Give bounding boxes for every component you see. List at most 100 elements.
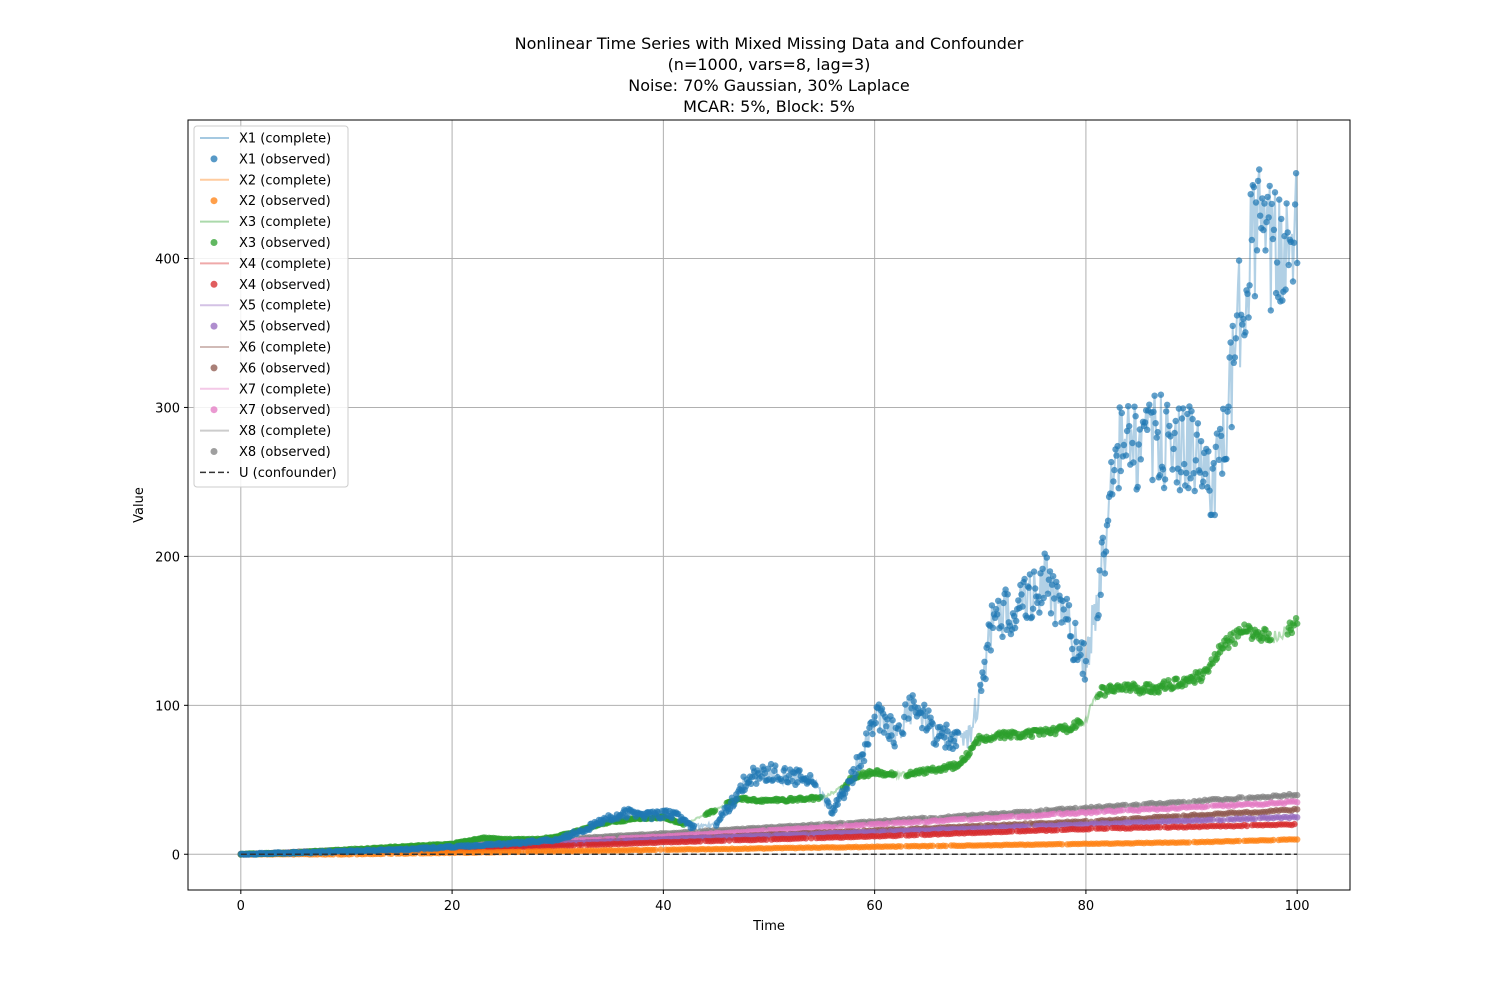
x1-observed-point	[1096, 567, 1103, 574]
x1-observed-point	[1279, 297, 1286, 304]
x1-observed-point	[1177, 469, 1185, 476]
x4-observed-point	[1053, 827, 1061, 834]
x1-observed-point	[921, 701, 928, 708]
x1-observed-point	[1018, 591, 1025, 598]
legend-label: X5 (complete)	[239, 299, 331, 314]
x1-observed-point	[981, 658, 988, 665]
x1-observed-point	[1251, 293, 1259, 300]
x1-observed-point	[844, 785, 851, 793]
x1-observed-point	[1144, 426, 1151, 433]
x7-observed-point	[837, 823, 844, 830]
x1-observed-point	[1131, 403, 1138, 410]
x4-observed-point	[697, 838, 704, 845]
x8-observed-point	[1122, 801, 1129, 809]
x1-observed-point	[1170, 445, 1177, 453]
legend-item: X3 (observed)	[210, 236, 331, 251]
x1-observed-point	[1080, 640, 1088, 647]
x1-observed-point	[1264, 193, 1271, 201]
legend-label: X3 (complete)	[239, 215, 331, 230]
legend-item: X5 (complete)	[200, 299, 331, 314]
legend-item: X6 (observed)	[210, 361, 331, 376]
y-tick-label: 300	[155, 401, 180, 416]
x1-observed-point	[1077, 651, 1084, 659]
x3-observed-point	[711, 807, 719, 814]
x7-observed-point	[1095, 808, 1103, 815]
x2-observed-point	[1185, 839, 1193, 846]
x1-observed-point	[1141, 419, 1149, 426]
x1-observed-point	[1259, 195, 1266, 202]
legend-label: X4 (observed)	[239, 278, 331, 293]
x1-observed-point	[1025, 584, 1033, 591]
x1-observed-point	[1113, 452, 1120, 459]
x1-observed-point	[1160, 484, 1168, 492]
x1-observed-point	[1099, 534, 1107, 541]
x6-observed-point	[1294, 806, 1301, 813]
legend-item: X8 (complete)	[200, 424, 331, 439]
x1-observed-point	[1232, 335, 1240, 342]
x1-observed-point	[1114, 442, 1121, 450]
x1-observed-point	[1081, 676, 1089, 683]
x1-observed-point	[857, 762, 865, 770]
x1-observed-point	[1202, 470, 1209, 478]
x-tick-label: 100	[1285, 899, 1310, 914]
x4-observed-point	[1156, 824, 1164, 831]
x1-observed-point	[771, 767, 778, 774]
legend-label: X1 (observed)	[239, 152, 331, 167]
x8-observed-point	[1180, 798, 1187, 806]
x2-observed-point	[652, 846, 659, 854]
x1-observed-points	[237, 166, 1301, 858]
x1-observed-point	[1154, 428, 1161, 436]
x3-observed-point	[1225, 644, 1232, 652]
x1-observed-point	[905, 715, 912, 722]
x1-observed-point	[1108, 458, 1115, 466]
x1-observed-point	[1054, 583, 1061, 590]
x1-observed-point	[781, 765, 788, 772]
legend-marker-swatch	[210, 406, 218, 414]
legend-marker-swatch	[210, 155, 218, 163]
x1-observed-point	[1197, 438, 1205, 445]
x1-observed-point	[1104, 517, 1112, 524]
y-tick-label: 400	[155, 253, 180, 268]
legend-label: X7 (observed)	[239, 403, 331, 418]
legend-marker-swatch	[210, 448, 218, 455]
x1-observed-point	[1004, 591, 1011, 598]
legend-item: X6 (complete)	[200, 341, 331, 356]
x4-observed-point	[726, 837, 733, 844]
x1-observed-point	[1135, 441, 1142, 448]
x2-observed-point	[517, 848, 524, 855]
x1-observed-point	[880, 729, 888, 736]
x1-observed-point	[1159, 466, 1167, 473]
x2-observed-point	[942, 842, 950, 850]
x1-observed-point	[1230, 359, 1238, 366]
x1-observed-point	[999, 633, 1006, 640]
y-tick-label: 200	[155, 550, 180, 565]
x1-observed-point	[1276, 196, 1283, 203]
x4-observed-point	[1291, 820, 1298, 828]
x1-observed-point	[900, 730, 907, 737]
x1-observed-point	[1200, 478, 1207, 485]
x1-observed-point	[925, 707, 932, 714]
x7-observed-point	[831, 823, 839, 831]
x1-observed-point	[1111, 466, 1118, 474]
x1-observed-point	[1050, 573, 1057, 580]
x1-observed-point	[1271, 189, 1279, 196]
x2-observed-point	[1294, 836, 1301, 843]
x1-observed-point	[1229, 322, 1236, 330]
x1-observed-point	[1065, 602, 1073, 609]
x1-observed-point	[1196, 469, 1204, 476]
x1-observed-point	[1248, 236, 1256, 244]
x1-observed-point	[1063, 595, 1071, 603]
legend-frame	[193, 125, 349, 488]
x1-observed-point	[883, 723, 890, 730]
x2-observed-point	[1058, 841, 1066, 848]
y-tick-label: 0	[172, 848, 180, 863]
x1-observed-point	[1060, 606, 1067, 613]
x1-observed-point	[895, 722, 903, 729]
x1-observed-point	[1011, 624, 1019, 632]
x1-observed-point	[1064, 616, 1072, 623]
x1-observed-point	[1047, 610, 1055, 617]
x1-observed-point	[1101, 570, 1109, 577]
x1-observed-point	[977, 681, 984, 689]
x1-observed-point	[920, 707, 927, 714]
legend-label: X8 (complete)	[239, 424, 331, 439]
